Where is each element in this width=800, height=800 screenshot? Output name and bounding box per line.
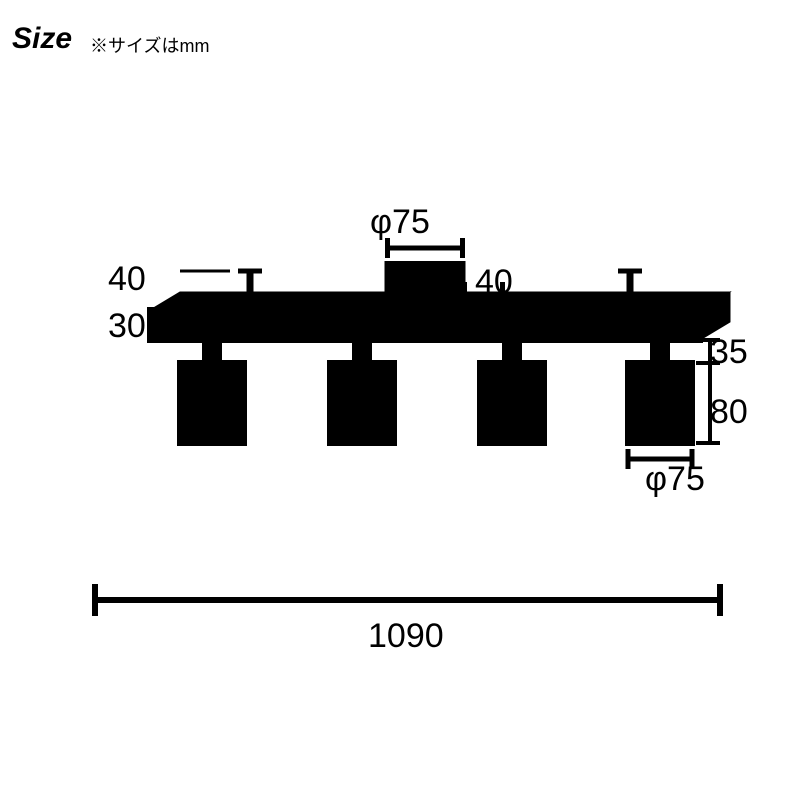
- diagram-svg: [0, 0, 800, 800]
- diagram-canvas: Size ※サイズはmm φ75 40 40 30 35 80 φ75 1090: [0, 0, 800, 800]
